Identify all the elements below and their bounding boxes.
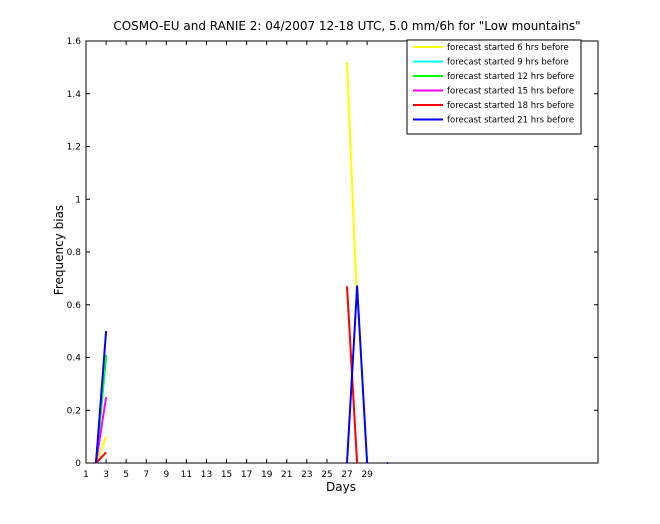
legend-label: forecast started 18 hrs before xyxy=(447,101,574,111)
legend-label: forecast started 21 hrs before xyxy=(447,116,574,126)
chart-title: COSMO-EU and RANIE 2: 04/2007 12-18 UTC,… xyxy=(113,19,580,33)
y-tick-label: 0.6 xyxy=(67,301,82,311)
x-tick-label: 5 xyxy=(123,470,129,480)
x-tick-label: 13 xyxy=(201,470,212,480)
y-axis-label: Frequency bias xyxy=(52,205,66,295)
y-tick-label: 0.2 xyxy=(67,406,81,416)
x-tick-label: 7 xyxy=(143,470,149,480)
legend-box xyxy=(406,39,582,135)
x-tick-label: 19 xyxy=(261,470,273,480)
legend-label: forecast started 12 hrs before xyxy=(447,72,574,82)
legend-label: forecast started 9 hrs before xyxy=(447,58,569,68)
series-line xyxy=(95,451,107,464)
x-tick-label: 15 xyxy=(221,470,232,480)
y-tick-label: 1.4 xyxy=(67,90,82,100)
series-line xyxy=(95,331,108,464)
y-tick-label: 0 xyxy=(75,459,81,469)
x-tick-label: 27 xyxy=(341,470,352,480)
y-tick-label: 0.4 xyxy=(67,354,82,364)
x-tick-label: 9 xyxy=(163,470,169,480)
y-tick-label: 1 xyxy=(75,195,81,205)
x-tick-label: 23 xyxy=(301,470,312,480)
series-line xyxy=(346,285,369,464)
x-tick-label: 17 xyxy=(241,470,252,480)
legend-label: forecast started 15 hrs before xyxy=(447,87,574,97)
x-tick-label: 25 xyxy=(321,470,332,480)
x-tick-label: 29 xyxy=(361,470,373,480)
x-tick-label: 21 xyxy=(281,470,292,480)
x-tick-label: 3 xyxy=(103,470,109,480)
x-axis-label: Days xyxy=(326,480,356,494)
x-tick-label: 1 xyxy=(83,470,89,480)
legend: forecast started 6 hrs before forecast st… xyxy=(406,39,582,135)
series-line xyxy=(346,62,359,305)
x-tick-label: 11 xyxy=(181,470,192,480)
y-tick-label: 0.8 xyxy=(67,248,82,258)
y-tick-label: 1.2 xyxy=(67,143,81,153)
legend-label: forecast started 6 hrs before xyxy=(447,43,569,53)
y-tick-label: 1.6 xyxy=(67,37,82,47)
